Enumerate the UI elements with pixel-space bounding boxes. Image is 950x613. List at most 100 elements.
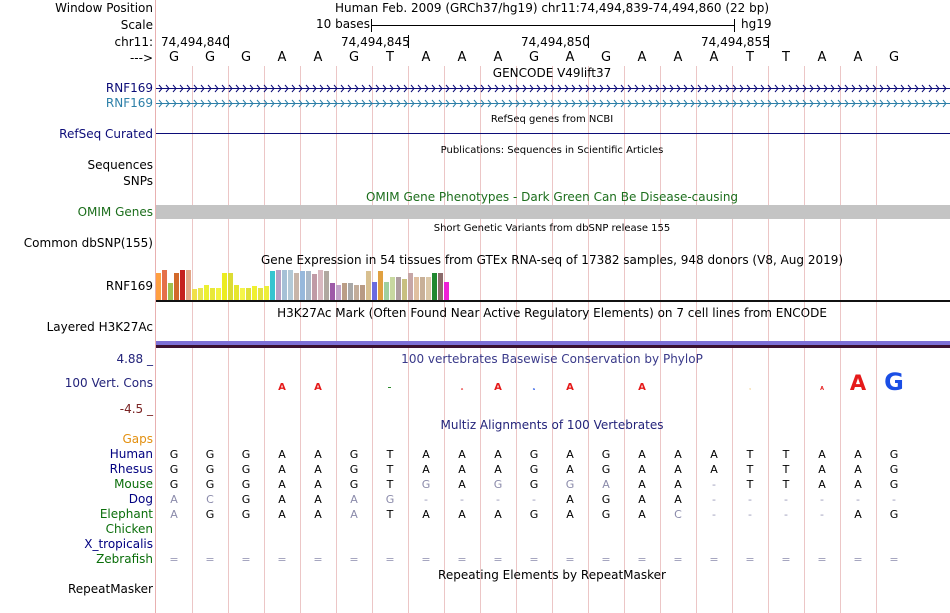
strand-chevron bbox=[277, 99, 282, 108]
base-grid-line bbox=[696, 66, 697, 613]
species-label[interactable]: Human bbox=[109, 447, 153, 461]
strand-chevron bbox=[410, 84, 415, 93]
alignment-base: = bbox=[889, 553, 899, 566]
strand-chevron bbox=[928, 84, 933, 93]
strand-chevron bbox=[186, 99, 191, 108]
strand-chevron bbox=[865, 84, 870, 93]
gtex-tissue-bar bbox=[432, 273, 437, 300]
conservation-letter: G bbox=[533, 387, 536, 391]
snps-track-label[interactable]: SNPs bbox=[123, 174, 153, 188]
repeatmasker-track-label[interactable]: RepeatMasker bbox=[67, 582, 153, 596]
dbsnp-track-label[interactable]: Common dbSNP(155) bbox=[23, 236, 153, 250]
base-grid-line bbox=[768, 66, 769, 613]
gtex-tissue-bar bbox=[444, 282, 449, 300]
strand-chevron bbox=[606, 99, 611, 108]
strand-chevron bbox=[837, 99, 842, 108]
strand-chevron bbox=[704, 84, 709, 93]
alignment-base: A bbox=[278, 493, 286, 506]
refseq-track-label[interactable]: RefSeq Curated bbox=[59, 127, 153, 141]
strand-chevron bbox=[158, 84, 163, 93]
strand-chevron bbox=[928, 99, 933, 108]
species-label[interactable]: Zebrafish bbox=[96, 552, 153, 566]
strand-chevron bbox=[235, 99, 240, 108]
alignment-base: = bbox=[241, 553, 251, 566]
gtex-bar-chart[interactable] bbox=[156, 268, 950, 300]
ruler-tick bbox=[408, 35, 409, 48]
strand-chevron bbox=[438, 84, 443, 93]
strand-chevron bbox=[494, 99, 499, 108]
species-label[interactable]: Elephant bbox=[99, 507, 153, 521]
strand-chevron bbox=[193, 84, 198, 93]
strand-chevron bbox=[235, 84, 240, 93]
gencode-transcript-2[interactable] bbox=[156, 99, 950, 108]
conservation-letter: A bbox=[314, 382, 322, 392]
strand-chevron bbox=[718, 99, 723, 108]
strand-chevron bbox=[844, 84, 849, 93]
gencode-row-1-label[interactable]: RNF169 bbox=[105, 81, 153, 95]
strand-chevron bbox=[487, 84, 492, 93]
gtex-track-title: Gene Expression in 54 tissues from GTEx … bbox=[260, 253, 844, 267]
species-label[interactable]: Mouse bbox=[114, 477, 153, 491]
alignment-base: A bbox=[566, 508, 574, 521]
refseq-transcript-line[interactable] bbox=[156, 133, 950, 134]
species-label[interactable]: Chicken bbox=[105, 522, 153, 536]
base-grid-line bbox=[264, 66, 265, 613]
species-label[interactable]: Dog bbox=[128, 492, 153, 506]
alignment-base: - bbox=[892, 493, 896, 506]
conservation-mark bbox=[388, 387, 391, 388]
strand-chevron bbox=[319, 84, 324, 93]
gtex-tissue-bar bbox=[174, 273, 179, 300]
alignment-base: - bbox=[712, 508, 716, 521]
strand-chevron bbox=[613, 84, 618, 93]
strand-chevron bbox=[473, 99, 478, 108]
strand-chevron bbox=[725, 84, 730, 93]
gtex-tissue-bar bbox=[240, 288, 245, 300]
gtex-tissue-bar bbox=[372, 282, 377, 300]
h3k27ac-signal-band[interactable] bbox=[156, 341, 950, 345]
strand-chevron bbox=[795, 84, 800, 93]
gtex-tissue-bar bbox=[324, 271, 329, 300]
alignment-base: - bbox=[784, 493, 788, 506]
alignment-base: T bbox=[386, 448, 394, 461]
species-label[interactable]: X_tropicalis bbox=[84, 537, 153, 551]
base-grid-line bbox=[660, 66, 661, 613]
gencode-transcript-1[interactable] bbox=[156, 84, 950, 93]
strand-chevron bbox=[256, 99, 261, 108]
strand-chevron bbox=[578, 84, 583, 93]
alignment-base: A bbox=[638, 493, 646, 506]
alignment-base: = bbox=[637, 553, 647, 566]
strand-chevron bbox=[942, 84, 947, 93]
omim-gene-bar[interactable] bbox=[156, 205, 950, 219]
strand-chevron bbox=[263, 99, 268, 108]
gtex-track-label[interactable]: RNF169 bbox=[105, 279, 153, 293]
strand-chevron bbox=[907, 99, 912, 108]
gtex-tissue-bar bbox=[180, 270, 185, 300]
strand-chevron bbox=[452, 84, 457, 93]
gtex-tissue-bar bbox=[348, 283, 353, 300]
scale-bar-text: 10 bases bbox=[316, 17, 370, 31]
conservation-track-label[interactable]: 100 Vert. Cons bbox=[64, 376, 153, 390]
gtex-tissue-bar bbox=[264, 286, 269, 300]
omim-track-title: OMIM Gene Phenotypes - Dark Green Can Be… bbox=[365, 190, 739, 204]
alignment-base: G bbox=[241, 448, 251, 461]
alignment-base: A bbox=[422, 448, 430, 461]
strand-chevron bbox=[410, 99, 415, 108]
strand-chevron bbox=[655, 84, 660, 93]
omim-track-label[interactable]: OMIM Genes bbox=[77, 205, 153, 219]
strand-chevron bbox=[564, 99, 569, 108]
strand-chevron bbox=[816, 84, 821, 93]
strand-chevron bbox=[592, 99, 597, 108]
publications-track-label[interactable]: Sequences bbox=[87, 158, 153, 172]
h3k27ac-signal-band-dark bbox=[156, 345, 950, 348]
strand-chevron bbox=[298, 99, 303, 108]
h3k27ac-track-label[interactable]: Layered H3K27Ac bbox=[46, 320, 153, 334]
alignment-base: G bbox=[241, 493, 251, 506]
gencode-row-2-label[interactable]: RNF169 bbox=[105, 96, 153, 110]
gtex-tissue-bar bbox=[258, 288, 263, 300]
strand-chevron bbox=[431, 99, 436, 108]
strand-chevron bbox=[466, 84, 471, 93]
strand-chevron bbox=[816, 99, 821, 108]
alignment-base: A bbox=[278, 508, 286, 521]
species-label[interactable]: Rhesus bbox=[109, 462, 153, 476]
